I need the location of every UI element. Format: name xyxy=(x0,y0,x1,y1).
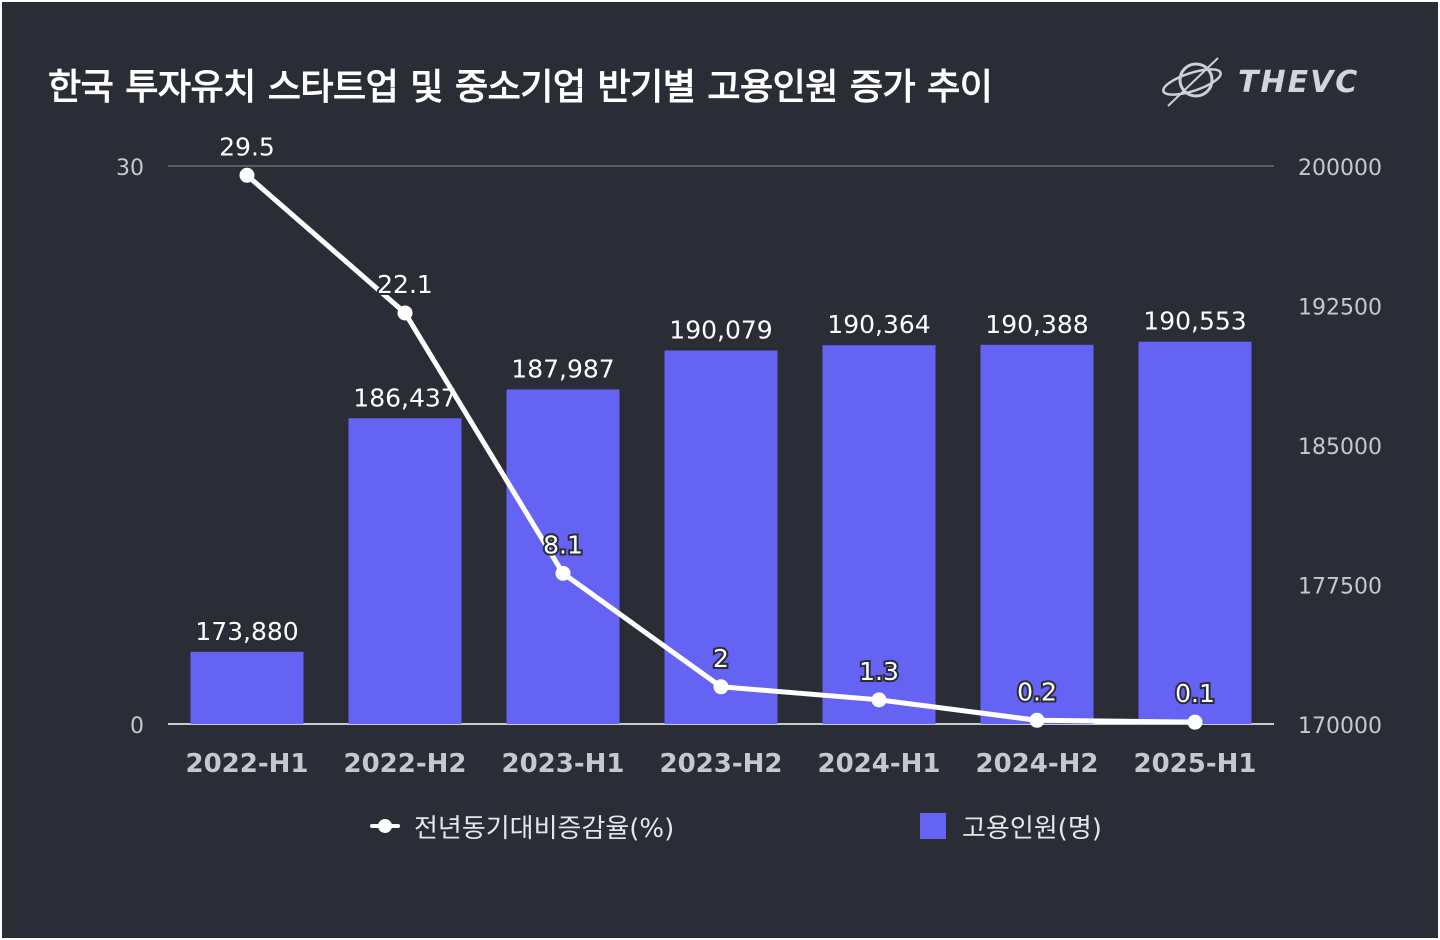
x-axis-tick-label: 2023-H2 xyxy=(659,749,782,779)
line-point xyxy=(871,692,887,708)
bar-value-label: 173,880 xyxy=(195,617,298,646)
line-value-label: 22.1 xyxy=(377,270,433,299)
line-series xyxy=(239,167,1203,730)
line-point xyxy=(555,565,571,581)
chart-title: 한국 투자유치 스타트업 및 중소기업 반기별 고용인원 증가 추이 xyxy=(48,67,993,108)
line-point xyxy=(1029,712,1045,728)
logo-text: THEVC xyxy=(1238,65,1359,100)
bar xyxy=(506,389,620,724)
line-value-label: 8.1 xyxy=(543,530,583,559)
line-point xyxy=(1187,714,1203,730)
x-axis-tick-label: 2025-H1 xyxy=(1133,749,1256,779)
right-axis-tick-label: 170000 xyxy=(1298,714,1382,739)
line-marker-icon xyxy=(370,816,400,836)
combo-chart: 0 30 170000 177500 185000 192500 200000 2022-H1… xyxy=(116,130,1382,779)
bar-value-label: 190,364 xyxy=(827,310,930,339)
legend-label-employees: 고용인원(명) xyxy=(962,813,1102,844)
line-point xyxy=(713,679,729,695)
line-value-label: 0.1 xyxy=(1175,679,1215,708)
line-point xyxy=(397,305,413,321)
left-axis-tick-label: 30 xyxy=(116,156,144,181)
line-value-label: 2 xyxy=(713,644,729,673)
legend-item-rate[interactable]: 전년동기대비증감율(%) xyxy=(370,802,674,850)
bar-value-label: 190,079 xyxy=(669,316,772,345)
x-axis-tick-label: 2024-H1 xyxy=(817,749,940,779)
x-axis-tick-label: 2022-H2 xyxy=(343,749,466,779)
legend: 전년동기대비증감율(%) 고용인원(명) xyxy=(2,802,1438,850)
x-axis-tick-label: 2023-H1 xyxy=(501,749,624,779)
bar xyxy=(348,418,462,724)
right-axis-tick-label: 200000 xyxy=(1298,156,1382,181)
bar xyxy=(1138,341,1252,724)
orbit-logo-icon xyxy=(1162,57,1222,107)
right-axis-tick-label: 192500 xyxy=(1298,296,1382,321)
bar-value-label: 190,553 xyxy=(1143,307,1246,336)
bar xyxy=(980,344,1094,724)
legend-label-rate: 전년동기대비증감율(%) xyxy=(414,813,675,844)
left-axis-tick-label: 0 xyxy=(130,714,144,739)
legend-item-employees[interactable]: 고용인원(명) xyxy=(920,802,1102,850)
bar-swatch-icon xyxy=(920,813,946,839)
bar-value-label: 187,987 xyxy=(511,354,614,383)
bar-series xyxy=(190,341,1252,724)
line-value-label: 0.2 xyxy=(1017,677,1057,706)
label-layer: 173,880 186,437 187,987 190,079 190,364 190,3… xyxy=(195,130,1246,710)
x-axis-tick-label: 2022-H1 xyxy=(185,749,308,779)
x-axis-tick-label: 2024-H2 xyxy=(975,749,1098,779)
right-axis-tick-label: 177500 xyxy=(1298,575,1382,600)
bar-value-label: 186,437 xyxy=(353,383,456,412)
bar-value-label: 190,388 xyxy=(985,310,1088,339)
line-value-label: 29.5 xyxy=(219,132,275,161)
bar xyxy=(822,345,936,724)
line-value-label: 1.3 xyxy=(859,657,899,686)
right-axis-tick-label: 185000 xyxy=(1298,435,1382,460)
line-point xyxy=(239,167,255,183)
bar xyxy=(190,651,304,724)
logo: THEVC xyxy=(1162,57,1359,107)
